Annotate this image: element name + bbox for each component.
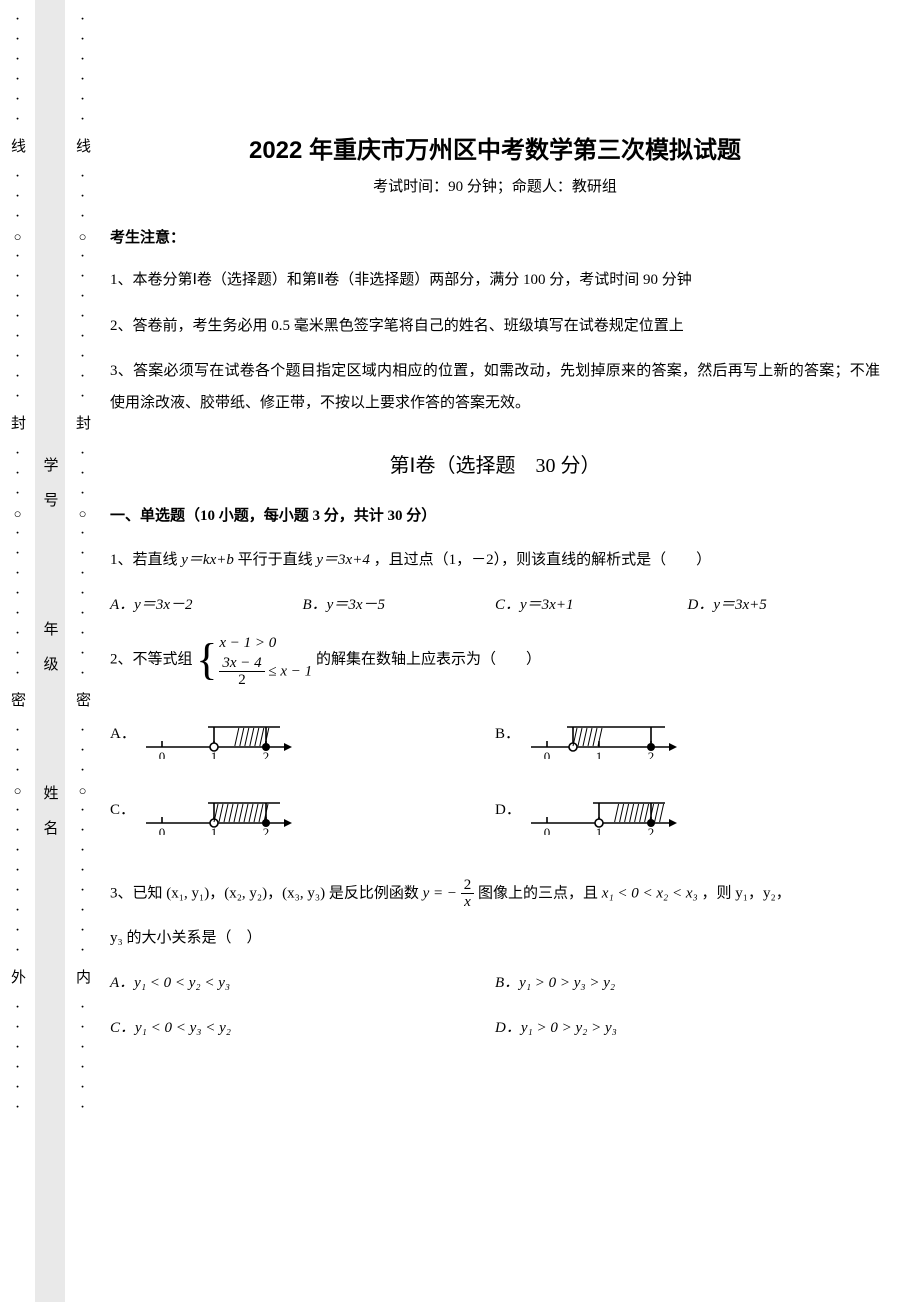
brace-icon: { [196,638,217,682]
q3-opt-d[interactable]: D．y₁ > 0 > y₂ > y₃ [495,1016,880,1037]
q3-mid2: ，则 y₁，y₂， [702,885,791,901]
q2-suffix: 的解集在数轴上应表示为（ ） [316,652,541,668]
subsection-1: 一、单选题（10 小题，每小题 3 分，共计 30 分） [110,504,880,525]
q2-system: { x − 1 > 0 3x − 4 2 ≤ x − 1 [196,632,312,689]
q2-opt-c[interactable]: C． 012 [110,783,495,835]
q1-opt-b[interactable]: B．y＝3x－5 [303,593,496,614]
question-2: 2、不等式组 { x − 1 > 0 3x − 4 2 ≤ x − 1 的解集在… [110,632,880,689]
q2-line1: x − 1 > 0 [219,632,312,655]
q2-opt-a[interactable]: A． 012 [110,707,495,759]
notice-2: 2、答卷前，考生务必用 0.5 毫米黑色签字笔将自己的姓名、班级填写在试卷规定位… [110,311,880,343]
q1-opt-c[interactable]: C．y＝3x+1 [495,593,688,614]
q3-mid1: 图像上的三点，且 [478,885,602,901]
numberline-c: 012 [144,783,294,835]
q3-options: A．y₁ < 0 < y₂ < y₃ B．y₁ > 0 > y₃ > y₂ C．… [110,971,880,1061]
numberline-b: 012 [529,707,679,759]
page: ······线···○········封···○········密···○···… [0,0,920,1302]
question-3: 3、已知 (x₁, y₁)，(x₂, y₂)，(x₃, y₃) 是反比例函数 y… [110,877,880,953]
q3-stem: 3、已知 (x₁, y₁)，(x₂, y₂)，(x₃, y₃) 是反比例函数 [110,885,423,901]
binding-gray: 学号年级姓名 [35,0,65,1302]
q3-opt-a[interactable]: A．y₁ < 0 < y₂ < y₃ [110,971,495,992]
notice-1: 1、本卷分第Ⅰ卷（选择题）和第Ⅱ卷（非选择题）两部分，满分 100 分，考试时间… [110,265,880,297]
exam-title: 2022 年重庆市万州区中考数学第三次模拟试题 [110,130,880,165]
binding-inner: ······线···○········封···○········密···○···… [70,0,95,1302]
q3-cond: x₁ < 0 < x₂ < x₃ [602,885,698,901]
q2-options-row1: A． 012 B． 012 C． 012 D． 012 [110,707,880,859]
q2-opt-b[interactable]: B． 012 [495,707,880,759]
q3-opt-b[interactable]: B．y₁ > 0 > y₃ > y₂ [495,971,880,992]
numberline-d: 012 [529,783,679,835]
exam-subtitle: 考试时间：90 分钟；命题人：教研组 [110,175,880,196]
notice-heading: 考生注意： [110,226,880,247]
q2-prefix: 2、不等式组 [110,652,193,668]
svg-text:0: 0 [544,825,551,835]
section-1-title: 第Ⅰ卷（选择题 30 分） [110,449,880,478]
svg-text:0: 0 [159,749,166,759]
q3-line2: y₃ 的大小关系是（ ） [110,923,880,953]
binding-outer: ······线···○········封···○········密···○···… [5,0,30,1302]
q1-mid1: 平行于直线 [238,552,317,568]
q1-eq2: y＝3x+4 [316,552,369,568]
q1-prefix: 1、若直线 [110,552,181,568]
content: 2022 年重庆市万州区中考数学第三次模拟试题 考试时间：90 分钟；命题人：教… [110,0,900,1099]
q1-opt-a[interactable]: A．y＝3x－2 [110,593,303,614]
q1-opt-d[interactable]: D．y＝3x+5 [688,593,881,614]
q3-opt-c[interactable]: C．y₁ < 0 < y₃ < y₂ [110,1016,495,1037]
q1-options: A．y＝3x－2 B．y＝3x－5 C．y＝3x+1 D．y＝3x+5 [110,593,880,614]
svg-text:1: 1 [596,749,603,759]
question-1: 1、若直线 y＝kx+b 平行于直线 y＝3x+4 ，且过点（1，－2），则该直… [110,545,880,575]
q1-mid2: ，且过点（1，－2），则该直线的解析式是（ ） [374,552,712,568]
notice-3: 3、答案必须写在试卷各个题目指定区域内相应的位置，如需改动，先划掉原来的答案，然… [110,356,880,419]
q2-line2-suffix: ≤ x − 1 [268,663,312,679]
numberline-a: 012 [144,707,294,759]
q3-yeq: y = − [423,885,457,901]
q2-opt-d[interactable]: D． 012 [495,783,880,835]
q3-frac: 2 x [461,877,475,911]
svg-text:0: 0 [544,749,551,759]
q1-eq1: y＝kx+b [181,552,234,568]
q2-frac: 3x − 4 2 [219,655,264,689]
svg-text:0: 0 [159,825,166,835]
